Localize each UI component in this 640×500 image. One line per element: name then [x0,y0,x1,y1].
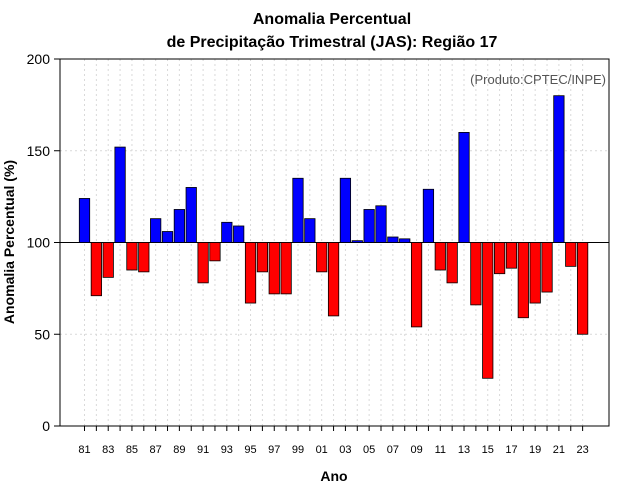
bar-95 [244,242,257,304]
bar-17 [505,242,518,269]
bar-03 [339,177,352,243]
bar-18 [517,242,529,319]
bar-21 [553,95,565,243]
bar-92 [209,242,221,262]
bar-00 [304,218,316,243]
bar-08 [399,238,411,243]
y-tick-label: 200 [27,51,51,67]
x-tick-label: 99 [292,444,304,456]
bar-20 [541,242,553,293]
bar-05 [363,209,375,243]
x-tick-label: 11 [435,444,446,456]
bar-86 [138,242,150,273]
y-tick-label: 0 [42,418,50,434]
x-tick-label: 17 [505,444,517,456]
chart-title-line1: Anomalia Percentual [253,11,411,28]
x-tick-label: 19 [529,444,541,456]
x-tick-label: 23 [576,444,588,456]
x-tick-label: 89 [173,444,185,456]
bar-22 [565,242,577,267]
x-tick-label: 15 [482,444,494,456]
x-tick-label: 13 [458,444,470,456]
bar-23 [577,242,589,335]
bar-06 [375,205,387,243]
bar-94 [233,225,245,243]
x-tick-label: 83 [102,444,114,456]
bar-19 [529,242,541,304]
bar-91 [197,242,209,284]
bars [78,95,589,379]
y-axis: 0 50 100 150 200 [27,51,60,434]
bar-81 [78,198,91,243]
bar-07 [387,236,399,243]
x-tick-label: 91 [197,444,209,456]
chart-title-line2: de Precipitação Trimestral (JAS): Região… [167,34,498,51]
x-axis-title: Ano [320,468,347,484]
x-axis: 81 83 85 87 89 91 93 95 97 99 01 03 05 07 09 11 13 15 17 19… [78,426,589,456]
bar-84 [114,146,126,243]
x-tick-label: 05 [363,444,375,456]
bar-12 [446,242,458,284]
x-tick-label: 85 [126,444,138,456]
bar-01 [316,242,328,273]
bar-02 [327,242,340,317]
credit-label: (Produto:CPTEC/INPE) [470,72,606,87]
x-tick-label: 81 [78,444,90,456]
bar-98 [280,242,292,295]
x-tick-label: 03 [339,444,351,456]
bar-88 [161,231,174,243]
x-tick-label: 97 [268,444,280,456]
bar-96 [256,242,269,273]
bar-11 [434,242,446,271]
bar-93 [221,221,233,243]
x-tick-label: 01 [316,444,328,456]
x-tick-label: 09 [410,444,422,456]
y-tick-label: 100 [27,235,51,251]
bar-97 [268,242,280,295]
bar-09 [410,242,423,328]
x-tick-label: 87 [150,444,162,456]
bar-16 [493,242,506,275]
y-tick-label: 150 [27,143,51,159]
x-tick-label: 93 [221,444,233,456]
y-axis-title: Anomalia Percentual (%) [1,160,17,324]
bar-14 [470,242,482,306]
x-tick-label: 21 [553,444,565,456]
bar-89 [173,209,185,243]
bar-04 [351,240,363,243]
bar-99 [292,177,304,243]
bar-83 [102,242,114,278]
bar-90 [185,187,197,243]
bar-85 [126,242,138,271]
bar-13 [458,131,470,243]
x-tick-label: 95 [244,444,256,456]
y-tick-label: 50 [34,326,50,342]
bar-82 [90,242,102,297]
bar-10 [422,188,435,243]
bar-15 [482,242,494,379]
bar-87 [150,218,162,243]
x-tick-label: 07 [387,444,399,456]
